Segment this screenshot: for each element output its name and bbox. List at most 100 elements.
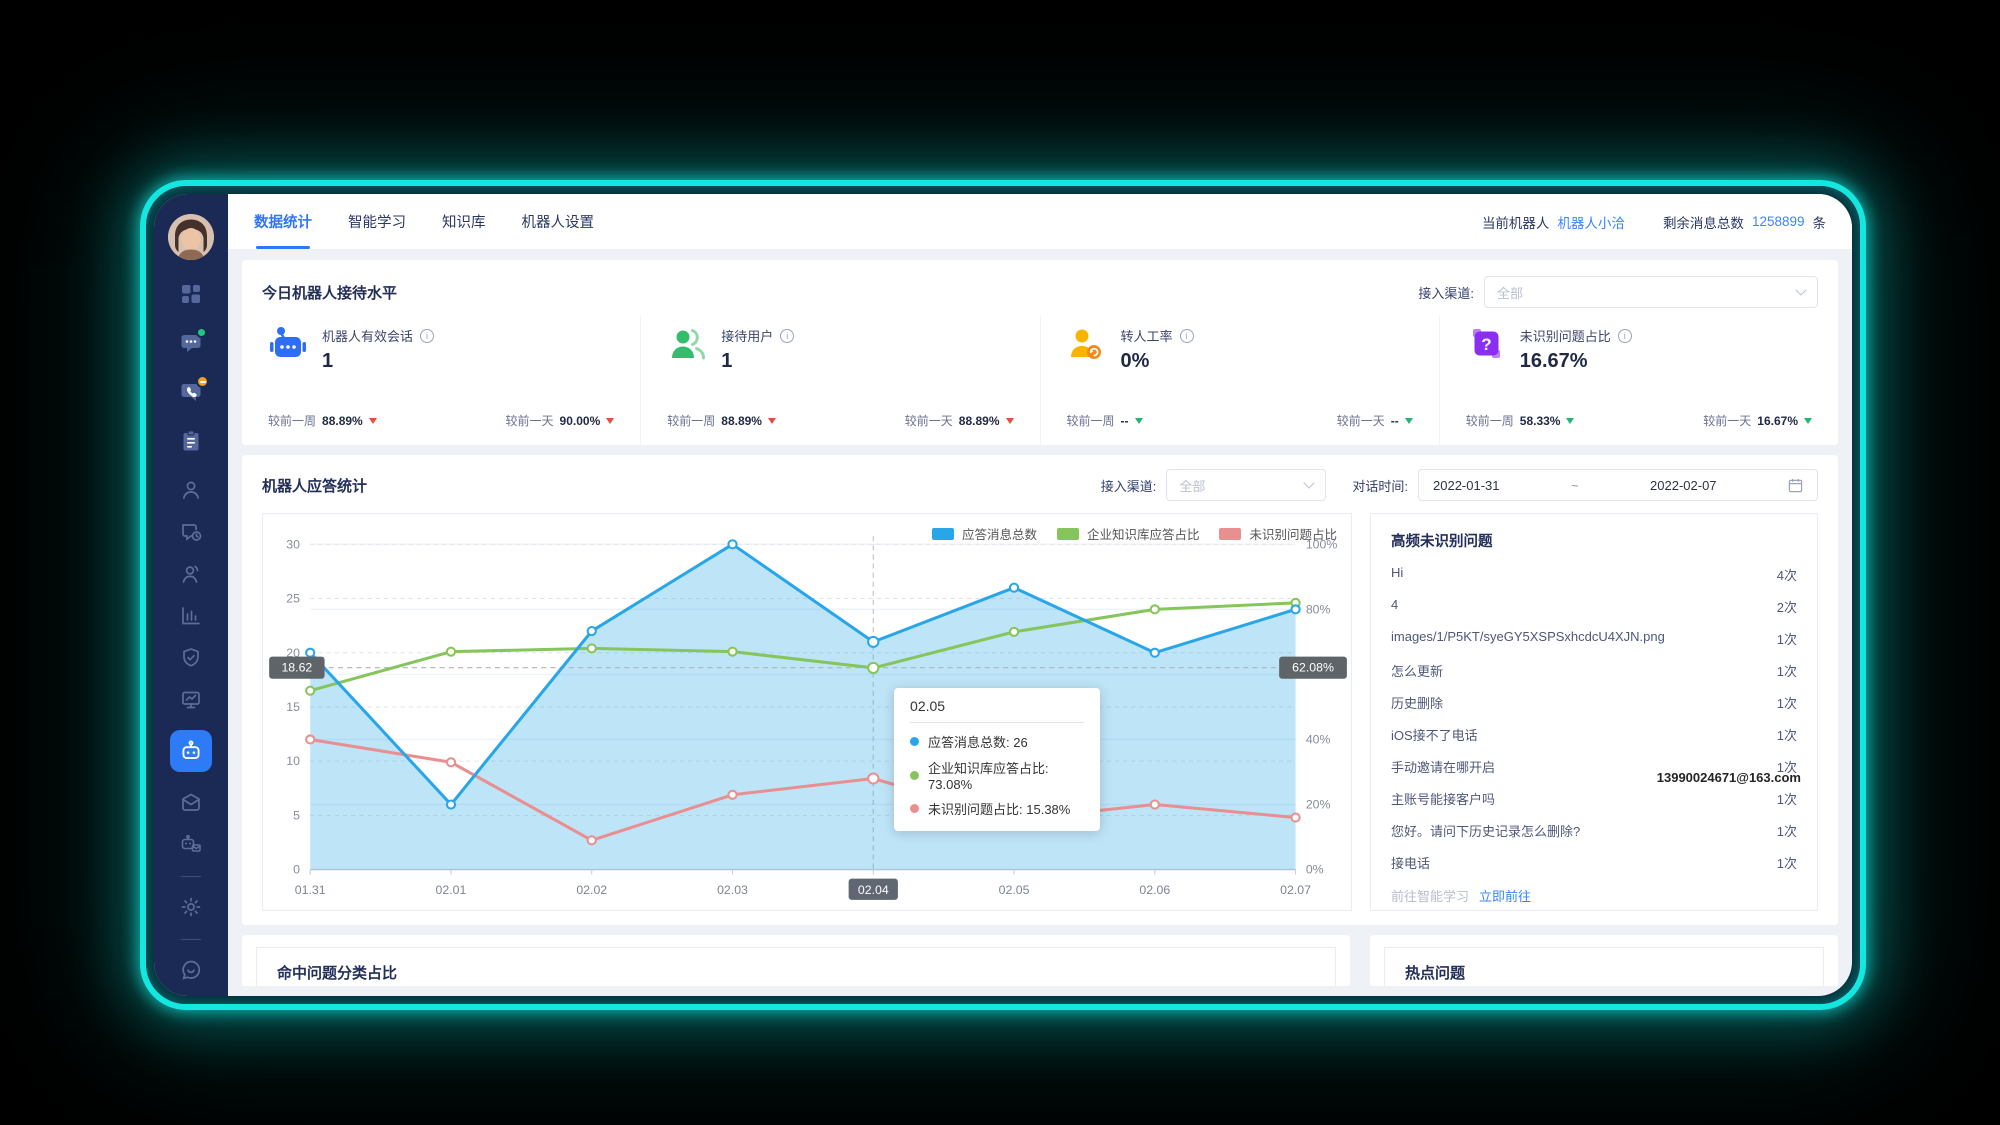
channel-filter-label: 接入渠道: <box>1100 478 1157 494</box>
stat-value: 1 <box>322 350 334 372</box>
faq-count: 1次 <box>1776 823 1797 839</box>
faq-panel-title: 高频未识别问题 <box>1391 534 1493 550</box>
down-triangle-icon <box>767 417 776 424</box>
trend-label: 较前一天 <box>1703 414 1752 428</box>
trend-value: 88.89% <box>322 413 363 428</box>
svg-text:0%: 0% <box>1306 863 1324 877</box>
svg-text:5: 5 <box>293 809 300 823</box>
sidebar-item-chat-history[interactable] <box>179 520 203 544</box>
svg-text:0: 0 <box>293 863 300 877</box>
faq-footer-hint: 前往智能学习 <box>1391 889 1470 904</box>
chart-tooltip: 02.05 应答消息总数: 26 企业知识库应答占比: 73.08% 未识别问题… <box>894 688 1101 832</box>
trend-value: 16.67% <box>1757 413 1798 428</box>
sidebar-item-robot-mail[interactable] <box>179 832 203 856</box>
legend-item-messages[interactable]: 应答消息总数 <box>931 524 1037 543</box>
avatar[interactable] <box>168 214 214 260</box>
faq-row: Hi 4次 <box>1391 558 1797 590</box>
visitor-icon <box>182 565 199 583</box>
legend-item-kb-rate[interactable]: 企业知识库应答占比 <box>1056 524 1199 543</box>
sidebar-item-monitor[interactable] <box>179 688 203 712</box>
stat-valid-sessions: 机器人有效会话 i 1 较前一周 88.89% 较前一天 90.00% <box>242 316 642 445</box>
faq-question: Hi <box>1391 564 1404 580</box>
sidebar-item-mail[interactable] <box>179 790 203 814</box>
svg-text:100%: 100% <box>1306 537 1338 551</box>
stat-value: 16.67% <box>1519 350 1588 372</box>
stat-value: 0% <box>1120 350 1150 372</box>
hot-questions-title: 热点问题 <box>1405 965 1466 982</box>
line-chart[interactable]: 0%20%40%60%80%100%05101520253001.3102.01… <box>263 514 1351 910</box>
svg-text:?: ? <box>1481 335 1491 354</box>
hit-category-title: 命中问题分类占比 <box>277 965 398 982</box>
current-robot-name[interactable]: 机器人小洽 <box>1557 215 1625 231</box>
chat-history-icon <box>182 524 202 541</box>
gear-icon <box>181 897 201 917</box>
sidebar-item-visitors[interactable] <box>179 562 203 586</box>
faq-question: 手动邀请在哪开启 <box>1391 759 1496 775</box>
current-robot-label: 当前机器人 <box>1481 215 1550 231</box>
svg-text:02.01: 02.01 <box>436 883 467 897</box>
tooltip-row: 应答消息总数: 26 <box>910 732 1084 751</box>
go-to-learning-link[interactable]: 立即前往 <box>1479 889 1532 904</box>
sidebar-item-robot-active[interactable] <box>170 730 212 772</box>
tab-robot-settings[interactable]: 机器人设置 <box>521 215 595 231</box>
tab-smart-learning[interactable]: 智能学习 <box>348 215 406 231</box>
trend-label: 较前一天 <box>1336 414 1385 428</box>
info-icon[interactable]: i <box>420 328 435 343</box>
main-area: 数据统计 智能学习 知识库 机器人设置 当前机器人 机器人小洽 剩余消息总数 1… <box>228 194 1852 996</box>
stat-label: 未识别问题占比 <box>1519 329 1611 344</box>
tab-knowledge-base[interactable]: 知识库 <box>442 215 486 231</box>
trend-value: -- <box>1120 413 1129 428</box>
series-dot <box>910 737 920 747</box>
legend-item-unrecognized[interactable]: 未识别问题占比 <box>1219 524 1337 543</box>
sidebar-divider <box>181 876 201 877</box>
tooltip-text: 应答消息总数: 26 <box>928 735 1028 751</box>
date-end[interactable]: 2022-02-07 <box>1650 477 1717 493</box>
faq-row: images/1/P5KT/syeGY5XSPSxhcdcU4XJN.png 1次 <box>1391 622 1797 654</box>
sidebar-item-settings[interactable] <box>179 895 203 919</box>
date-range-picker[interactable]: 2022-01-31 ~ 2022-02-07 <box>1418 469 1818 501</box>
trend-value: 58.33% <box>1519 413 1561 428</box>
response-card-title: 机器人应答统计 <box>262 477 368 495</box>
response-chart[interactable]: 应答消息总数 企业知识库应答占比 未识别问题占比 0%20%40%60%80%1… <box>262 513 1352 911</box>
faq-question: 您好。请问下历史记录怎么删除? <box>1391 823 1581 839</box>
sidebar-item-security[interactable] <box>179 646 203 670</box>
nav-right: 当前机器人 机器人小洽 剩余消息总数 1258899 条 <box>1482 212 1826 232</box>
sidebar-item-user[interactable] <box>179 478 203 502</box>
calendar-icon <box>1788 478 1803 492</box>
faq-row: 手动邀请在哪开启 1次 <box>1391 750 1797 782</box>
tooltip-text: 未识别问题占比: 15.38% <box>928 802 1071 818</box>
faq-row: 4 2次 <box>1391 590 1797 622</box>
info-icon[interactable]: i <box>780 328 795 343</box>
nav-tabs: 数据统计 智能学习 知识库 机器人设置 <box>254 194 594 249</box>
svg-text:62.08%: 62.08% <box>1292 661 1334 675</box>
sidebar <box>154 194 228 996</box>
date-start[interactable]: 2022-01-31 <box>1433 477 1500 493</box>
faq-count: 1次 <box>1776 695 1797 711</box>
sidebar-item-conversations[interactable] <box>179 327 207 355</box>
channel-select-2[interactable]: 全部 <box>1166 469 1327 501</box>
legend-swatch <box>1219 527 1242 540</box>
faq-row: iOS接不了电话 1次 <box>1391 718 1797 750</box>
sidebar-item-tasks[interactable] <box>179 429 203 453</box>
info-icon[interactable]: i <box>1179 328 1194 343</box>
svg-text:02.02: 02.02 <box>576 883 607 897</box>
sidebar-item-dashboard[interactable] <box>179 282 203 306</box>
sidebar-item-feedback[interactable] <box>179 958 203 982</box>
sidebar-item-statistics[interactable] <box>179 604 203 628</box>
time-filter-label: 对话时间: <box>1352 478 1408 494</box>
faq-count: 1次 <box>1776 759 1797 775</box>
bar-chart-icon <box>182 607 200 625</box>
sidebar-item-calls[interactable] <box>179 375 209 404</box>
tooltip-text: 企业知识库应答占比: 73.08% <box>928 761 1049 793</box>
avatar-photo <box>168 214 214 260</box>
info-icon[interactable]: i <box>1617 328 1632 343</box>
tab-data-statistics[interactable]: 数据统计 <box>254 194 312 249</box>
svg-text:80%: 80% <box>1306 602 1331 616</box>
channel-select[interactable]: 全部 <box>1484 276 1818 308</box>
legend-label: 应答消息总数 <box>961 528 1037 542</box>
clipboard-icon <box>183 430 199 451</box>
channel-filter-label: 接入渠道: <box>1418 285 1474 301</box>
svg-text:02.06: 02.06 <box>1139 883 1170 897</box>
trend-value: -- <box>1390 413 1399 428</box>
faq-row: 主账号能接客户吗 1次 <box>1391 782 1797 814</box>
